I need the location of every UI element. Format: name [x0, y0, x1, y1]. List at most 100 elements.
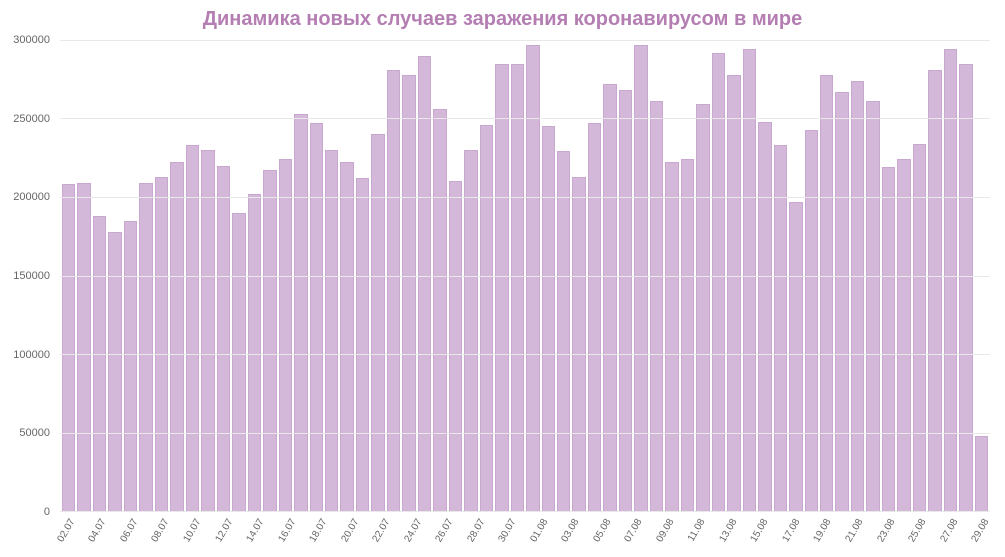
x-tick-label: 07.08 — [623, 517, 645, 544]
bar — [511, 64, 524, 511]
bar — [789, 202, 802, 511]
bar — [402, 75, 415, 511]
bar — [418, 56, 431, 511]
gridline — [60, 197, 990, 198]
bar — [774, 145, 787, 511]
x-tick-label: 22.07 — [371, 517, 393, 544]
bar — [851, 81, 864, 511]
bar — [959, 64, 972, 511]
y-tick-label: 150000 — [0, 270, 50, 282]
x-tick-label: 21.08 — [844, 517, 866, 544]
x-tick-label: 14.07 — [245, 517, 267, 544]
gridline — [60, 354, 990, 355]
bar — [557, 151, 570, 511]
bar — [913, 144, 926, 511]
bar — [155, 177, 168, 511]
bar — [170, 162, 183, 511]
x-tick-label: 03.08 — [560, 517, 582, 544]
bar — [325, 150, 338, 511]
bar — [634, 45, 647, 511]
x-tick-label: 04.07 — [87, 517, 109, 544]
bar — [866, 101, 879, 511]
y-axis: 050000100000150000200000250000300000 — [0, 40, 55, 512]
x-tick-label: 16.07 — [276, 517, 298, 544]
bar — [263, 170, 276, 511]
bar — [897, 159, 910, 511]
bar — [201, 150, 214, 511]
x-tick-label: 29.08 — [970, 517, 992, 544]
bar — [77, 183, 90, 511]
bar — [124, 221, 137, 511]
bar — [387, 70, 400, 511]
bar — [727, 75, 740, 511]
bar — [248, 194, 261, 511]
y-tick-label: 100000 — [0, 349, 50, 361]
x-tick-label: 13.08 — [717, 517, 739, 544]
x-tick-label: 28.07 — [465, 517, 487, 544]
bar — [449, 181, 462, 511]
x-tick-label: 15.08 — [749, 517, 771, 544]
bar — [93, 216, 106, 511]
bar — [758, 122, 771, 511]
bar — [805, 130, 818, 512]
bar — [62, 184, 75, 511]
chart-title: Динамика новых случаев заражения коронав… — [0, 0, 1005, 35]
x-tick-label: 24.07 — [402, 517, 424, 544]
bar — [371, 134, 384, 511]
bar — [820, 75, 833, 511]
bar — [696, 104, 709, 511]
gridline — [60, 433, 990, 434]
x-tick-label: 01.08 — [528, 517, 550, 544]
x-tick-label: 05.08 — [591, 517, 613, 544]
x-tick-label: 20.07 — [339, 517, 361, 544]
x-tick-label: 27.08 — [938, 517, 960, 544]
bar — [232, 213, 245, 511]
bar — [665, 162, 678, 511]
bar — [526, 45, 539, 511]
bar — [340, 162, 353, 511]
bar — [433, 109, 446, 511]
bar — [650, 101, 663, 511]
bar — [279, 159, 292, 511]
bar — [588, 123, 601, 511]
x-tick-label: 17.08 — [780, 517, 802, 544]
y-tick-label: 0 — [0, 506, 50, 518]
x-axis: 02.0704.0706.0708.0710.0712.0714.0716.07… — [60, 512, 990, 557]
bar — [882, 167, 895, 511]
x-tick-label: 19.08 — [812, 517, 834, 544]
x-tick-label: 06.07 — [118, 517, 140, 544]
x-tick-label: 12.07 — [213, 517, 235, 544]
y-tick-label: 200000 — [0, 191, 50, 203]
gridline — [60, 40, 990, 41]
x-tick-label: 08.07 — [150, 517, 172, 544]
bar — [108, 232, 121, 511]
bar — [835, 92, 848, 511]
y-tick-label: 50000 — [0, 427, 50, 439]
bar — [310, 123, 323, 511]
bar — [464, 150, 477, 511]
bar — [480, 125, 493, 511]
x-tick-label: 09.08 — [654, 517, 676, 544]
x-tick-label: 11.08 — [686, 517, 708, 544]
bar — [217, 166, 230, 511]
bar — [928, 70, 941, 511]
bar — [542, 126, 555, 511]
x-tick-label: 30.07 — [497, 517, 519, 544]
bar — [712, 53, 725, 511]
gridline — [60, 118, 990, 119]
bar — [572, 177, 585, 511]
x-tick-label: 23.08 — [875, 517, 897, 544]
bar — [139, 183, 152, 511]
bar — [681, 159, 694, 511]
x-tick-label: 18.07 — [308, 517, 330, 544]
bar — [294, 114, 307, 511]
x-tick-label: 26.07 — [434, 517, 456, 544]
bar — [186, 145, 199, 511]
x-tick-label: 25.08 — [907, 517, 929, 544]
gridline — [60, 276, 990, 277]
bar — [495, 64, 508, 511]
y-tick-label: 300000 — [0, 34, 50, 46]
x-tick-label: 02.07 — [55, 517, 77, 544]
bar — [603, 84, 616, 511]
x-tick-label: 10.07 — [181, 517, 203, 544]
